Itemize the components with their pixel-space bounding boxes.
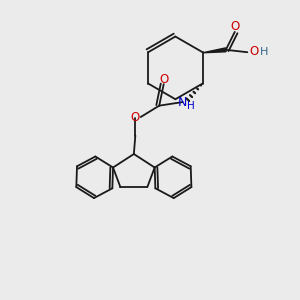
- Text: O: O: [231, 20, 240, 33]
- Text: O: O: [131, 111, 140, 124]
- Polygon shape: [202, 48, 226, 53]
- Text: O: O: [249, 45, 259, 58]
- Text: N: N: [178, 96, 187, 109]
- Text: O: O: [159, 73, 168, 85]
- Text: H: H: [187, 101, 195, 111]
- Text: H: H: [260, 46, 268, 57]
